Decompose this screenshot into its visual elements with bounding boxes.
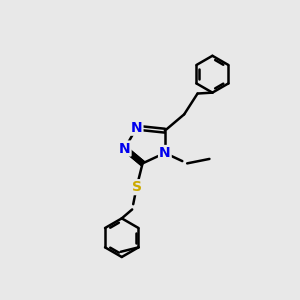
Text: S: S (132, 180, 142, 194)
Text: N: N (159, 146, 171, 160)
Text: N: N (131, 121, 142, 135)
Text: N: N (119, 142, 130, 155)
